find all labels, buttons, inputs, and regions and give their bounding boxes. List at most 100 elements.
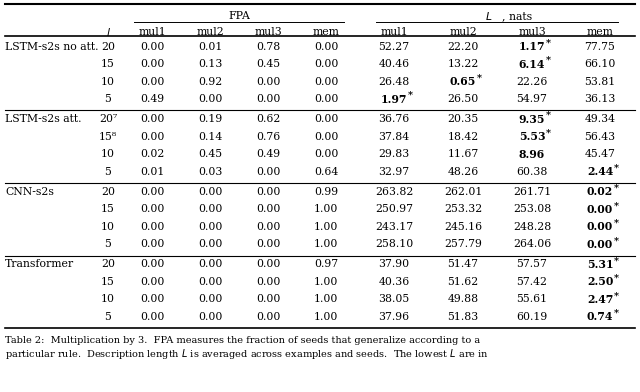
Text: 0.00: 0.00 <box>256 312 280 322</box>
Text: 10: 10 <box>101 76 115 87</box>
Text: 0.00: 0.00 <box>198 94 222 104</box>
Text: 257.79: 257.79 <box>444 239 482 249</box>
Text: 0.00: 0.00 <box>256 204 280 214</box>
Text: 22.20: 22.20 <box>447 42 479 51</box>
Text: 52.27: 52.27 <box>378 42 410 51</box>
Text: 0.76: 0.76 <box>256 132 280 142</box>
Text: 37.96: 37.96 <box>378 312 410 322</box>
Text: mul1: mul1 <box>380 27 408 37</box>
Text: *: * <box>408 91 413 100</box>
Text: 60.38: 60.38 <box>516 167 548 177</box>
Text: 15⁸: 15⁸ <box>99 132 117 142</box>
Text: 6.14: 6.14 <box>519 58 545 69</box>
Text: 263.82: 263.82 <box>375 187 413 197</box>
Text: 0.01: 0.01 <box>140 167 164 177</box>
Text: 262.01: 262.01 <box>444 187 482 197</box>
Text: 0.00: 0.00 <box>198 294 222 304</box>
Text: 5: 5 <box>104 239 111 249</box>
Text: 1.00: 1.00 <box>314 204 338 214</box>
Text: 0.97: 0.97 <box>314 260 338 269</box>
Text: 20: 20 <box>101 187 115 197</box>
Text: 0.00: 0.00 <box>256 222 280 232</box>
Text: 2.47: 2.47 <box>587 294 613 305</box>
Text: 0.14: 0.14 <box>198 132 222 142</box>
Text: 1.00: 1.00 <box>314 222 338 232</box>
Text: 0.00: 0.00 <box>256 76 280 87</box>
Text: *: * <box>614 201 619 210</box>
Text: 0.00: 0.00 <box>198 312 222 322</box>
Text: 0.00: 0.00 <box>198 239 222 249</box>
Text: CNN-s2s: CNN-s2s <box>5 187 54 197</box>
Text: 15: 15 <box>101 204 115 214</box>
Text: 54.97: 54.97 <box>516 94 547 104</box>
Text: 0.45: 0.45 <box>198 149 222 159</box>
Text: 0.00: 0.00 <box>198 222 222 232</box>
Text: 36.76: 36.76 <box>378 114 410 124</box>
Text: 22.26: 22.26 <box>516 76 548 87</box>
Text: 37.90: 37.90 <box>378 260 410 269</box>
Text: 1.00: 1.00 <box>314 239 338 249</box>
Text: 0.00: 0.00 <box>587 204 613 215</box>
Text: 15: 15 <box>101 277 115 287</box>
Text: 57.57: 57.57 <box>516 260 547 269</box>
Text: 10: 10 <box>101 222 115 232</box>
Text: 20.35: 20.35 <box>447 114 479 124</box>
Text: $l$: $l$ <box>106 26 111 38</box>
Text: *: * <box>614 291 619 300</box>
Text: *: * <box>477 74 482 82</box>
Text: 0.00: 0.00 <box>314 149 338 159</box>
Text: , nats: , nats <box>502 11 532 21</box>
Text: *: * <box>546 111 551 120</box>
Text: LSTM-s2s att.: LSTM-s2s att. <box>5 114 81 124</box>
Text: 51.47: 51.47 <box>447 260 479 269</box>
Text: 1.00: 1.00 <box>314 312 338 322</box>
Text: 0.49: 0.49 <box>256 149 280 159</box>
Text: 5.31: 5.31 <box>587 259 613 270</box>
Text: 0.00: 0.00 <box>314 42 338 51</box>
Text: 0.00: 0.00 <box>198 187 222 197</box>
Text: 10: 10 <box>101 294 115 304</box>
Text: mul3: mul3 <box>254 27 282 37</box>
Text: 51.62: 51.62 <box>447 277 479 287</box>
Text: 0.00: 0.00 <box>314 94 338 104</box>
Text: 48.26: 48.26 <box>447 167 479 177</box>
Text: 77.75: 77.75 <box>584 42 616 51</box>
Text: 2.44: 2.44 <box>587 166 613 177</box>
Text: 0.00: 0.00 <box>140 114 164 124</box>
Text: 8.96: 8.96 <box>519 149 545 160</box>
Text: 32.97: 32.97 <box>378 167 410 177</box>
Text: 5.53: 5.53 <box>518 131 545 142</box>
Text: 0.00: 0.00 <box>314 76 338 87</box>
Text: 0.00: 0.00 <box>140 222 164 232</box>
Text: *: * <box>546 38 551 47</box>
Text: 26.50: 26.50 <box>447 94 479 104</box>
Text: mem: mem <box>587 27 613 37</box>
Text: 0.00: 0.00 <box>256 277 280 287</box>
Text: 5: 5 <box>104 94 111 104</box>
Text: 0.00: 0.00 <box>140 132 164 142</box>
Text: 18.42: 18.42 <box>447 132 479 142</box>
Text: 0.00: 0.00 <box>256 239 280 249</box>
Text: 0.00: 0.00 <box>256 294 280 304</box>
Text: 0.00: 0.00 <box>256 167 280 177</box>
Text: 0.00: 0.00 <box>256 260 280 269</box>
Text: 0.00: 0.00 <box>140 239 164 249</box>
Text: 248.28: 248.28 <box>513 222 551 232</box>
Text: 0.19: 0.19 <box>198 114 222 124</box>
Text: 0.00: 0.00 <box>256 187 280 197</box>
Text: 0.00: 0.00 <box>140 204 164 214</box>
Text: *: * <box>614 274 619 283</box>
Text: 0.99: 0.99 <box>314 187 338 197</box>
Text: 0.65: 0.65 <box>450 76 476 87</box>
Text: FPA: FPA <box>228 11 250 21</box>
Text: 0.00: 0.00 <box>140 59 164 69</box>
Text: mul2: mul2 <box>449 27 477 37</box>
Text: 40.46: 40.46 <box>378 59 410 69</box>
Text: 0.00: 0.00 <box>198 204 222 214</box>
Text: 0.00: 0.00 <box>140 260 164 269</box>
Text: 36.13: 36.13 <box>584 94 616 104</box>
Text: 60.19: 60.19 <box>516 312 548 322</box>
Text: 0.00: 0.00 <box>140 277 164 287</box>
Text: 0.00: 0.00 <box>140 76 164 87</box>
Text: 245.16: 245.16 <box>444 222 482 232</box>
